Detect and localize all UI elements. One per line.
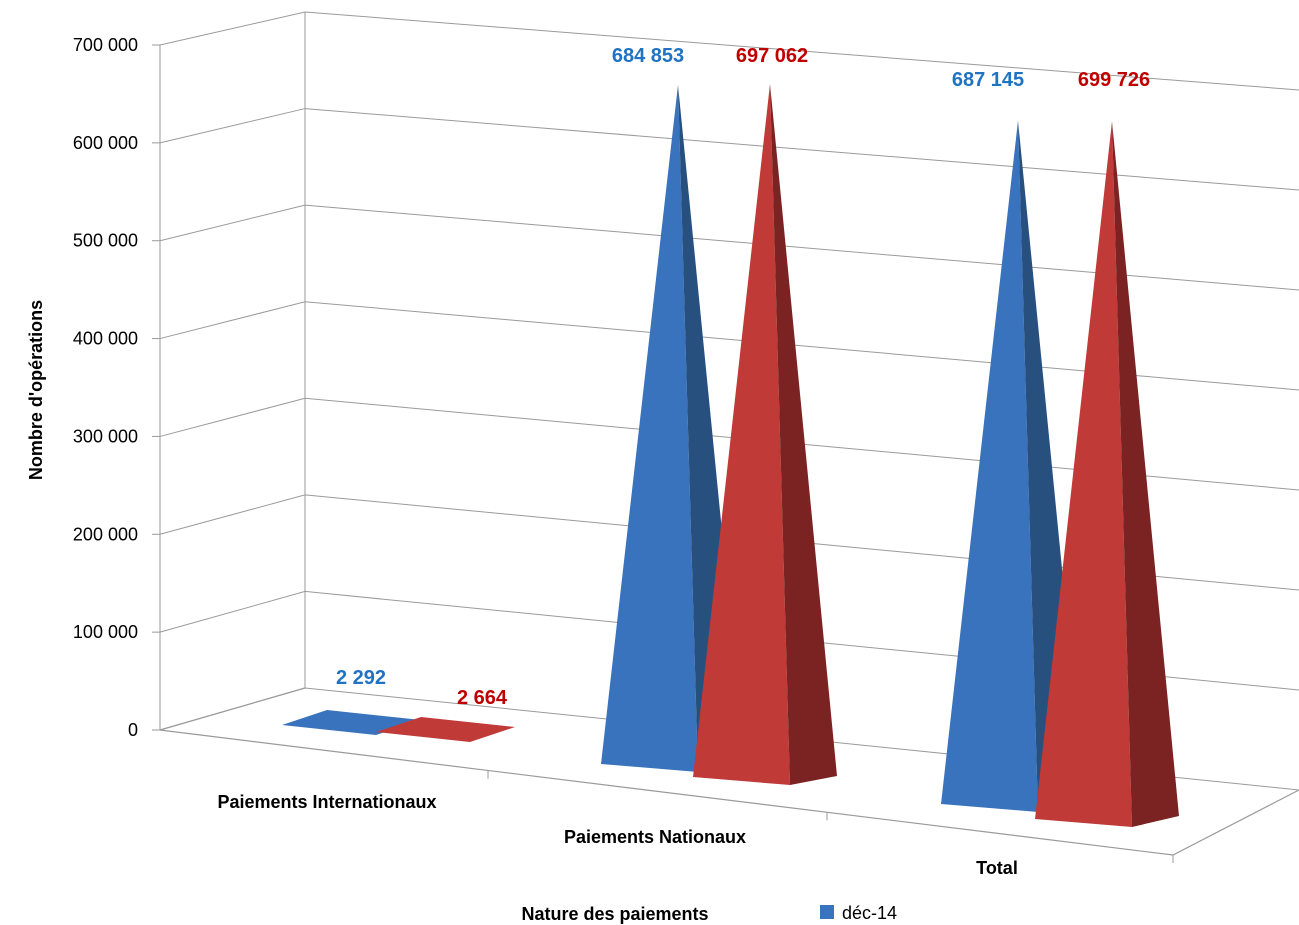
pyramid-1-2-front [1035, 121, 1132, 827]
y-tick-label: 700 000 [73, 35, 138, 55]
pyramid-1-1-front [693, 83, 790, 785]
y-tick-label: 100 000 [73, 622, 138, 642]
category-label: Paiements Internationaux [217, 792, 436, 812]
data-label: 684 853 [612, 45, 684, 67]
gridline [159, 204, 1299, 291]
y-tick-label: 0 [128, 720, 138, 740]
y-tick-labels: 0 100 000 200 000 300 000 400 000 500 000 600 … [73, 35, 138, 740]
category-label: Paiements Nationaux [564, 827, 746, 847]
pyramid-0-1-front [601, 84, 698, 773]
data-label: 697 062 [736, 45, 808, 67]
y-tick-label: 600 000 [73, 133, 138, 153]
y-axis-title: Nombre d'opérations [26, 300, 46, 480]
gridline [159, 108, 1299, 191]
pyramid-1-0 [376, 717, 515, 742]
x-axis-title: Nature des paiements [521, 904, 708, 924]
pyramid-1-2-side [1112, 121, 1179, 827]
chart-floor [159, 687, 1299, 863]
y-tick-label: 200 000 [73, 524, 138, 544]
y-tick-label: 400 000 [73, 329, 138, 349]
data-label: 2 292 [336, 667, 386, 689]
data-label: 2 664 [457, 687, 508, 709]
category-label: Total [976, 858, 1018, 878]
data-labels: 2 292 684 853 687 145 2 664 697 062 699 726 [336, 45, 1150, 709]
pyramid-marks [282, 83, 1179, 827]
pyramid-1-1-side [770, 83, 837, 785]
legend-entry-dec-14: déc-14 [842, 903, 897, 923]
y-tick-label: 500 000 [73, 231, 138, 251]
data-label: 687 145 [952, 69, 1024, 91]
data-label: 699 726 [1078, 69, 1150, 91]
legend: déc-14 [820, 903, 897, 923]
y-tick-label: 300 000 [73, 426, 138, 446]
floor-left-edge [159, 687, 306, 731]
gridlines [152, 11, 1299, 791]
pyramid-0-2-front [941, 120, 1038, 813]
category-labels: Paiements Internationaux Paiements Nation… [217, 792, 1017, 878]
legend-swatch-dec-14 [820, 905, 834, 919]
